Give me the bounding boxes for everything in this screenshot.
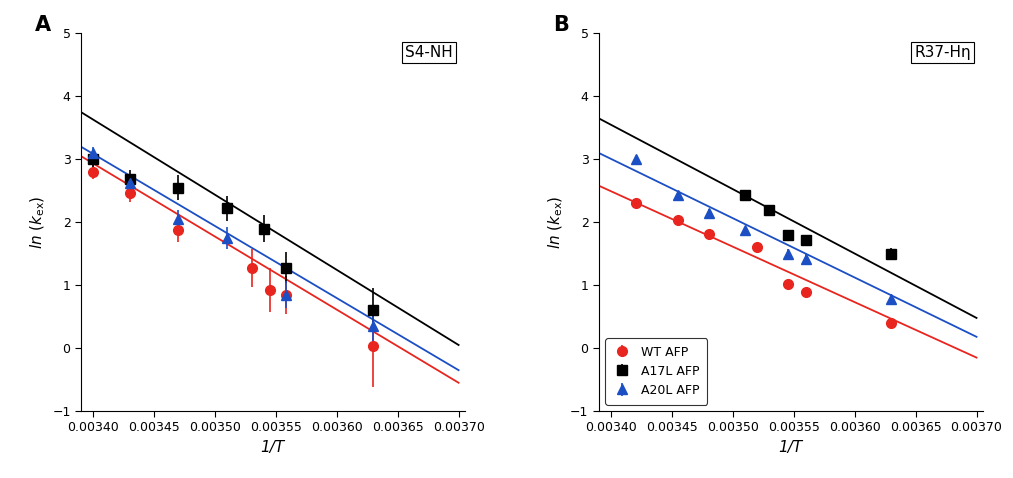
Text: A: A [35,14,51,34]
Y-axis label: $\mathit{ln}$ ($\mathit{k}_\mathrm{ex}$): $\mathit{ln}$ ($\mathit{k}_\mathrm{ex}$) [546,196,564,249]
Legend: WT AFP, A17L AFP, A20L AFP: WT AFP, A17L AFP, A20L AFP [605,338,707,405]
Text: B: B [553,14,569,34]
Y-axis label: $\mathit{ln}$ ($\mathit{k}_\mathrm{ex}$): $\mathit{ln}$ ($\mathit{k}_\mathrm{ex}$) [28,196,47,249]
X-axis label: 1/T: 1/T [260,440,285,455]
Text: R37-Hη: R37-Hη [915,45,971,60]
Text: S4-NH: S4-NH [405,45,453,60]
X-axis label: 1/T: 1/T [779,440,803,455]
